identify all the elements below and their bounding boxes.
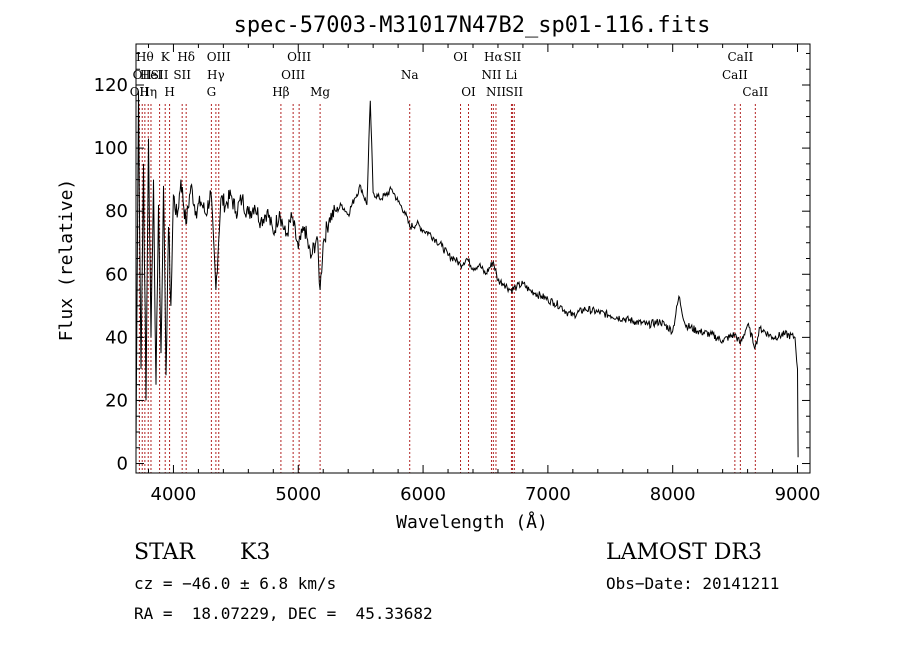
line-label: CaII [727, 50, 753, 64]
object-class: STAR [134, 540, 195, 565]
y-tick-label: 60 [105, 264, 128, 285]
line-label: OIII [207, 50, 231, 64]
x-tick-label: 7000 [525, 484, 571, 505]
y-axis-label: Flux (relative) [56, 179, 77, 342]
object-subclass: K3 [240, 540, 271, 565]
line-label: CaII [742, 85, 768, 99]
line-label: SII [151, 68, 169, 82]
line-label: Na [401, 68, 419, 82]
line-label: HeI [140, 68, 163, 82]
x-tick-label: 8000 [650, 484, 696, 505]
survey-name: LAMOST DR3 [606, 540, 762, 565]
y-tick-label: 40 [105, 327, 128, 348]
line-label: CaII [722, 68, 748, 82]
y-tick-label: 0 [117, 454, 128, 475]
line-label: OII [133, 68, 153, 82]
y-tick-label: 100 [94, 138, 128, 159]
x-axis: 4000 5000 6000 7000 8000 9000 [147, 44, 821, 505]
x-tick-label: 4000 [151, 484, 197, 505]
line-label: G [207, 85, 217, 99]
spectrum-line [135, 91, 799, 458]
coordinates: RA = 18.07229, DEC = 45.33682 [134, 604, 433, 623]
y-axis: 0 20 40 60 80 100 120 [94, 52, 810, 475]
chart-title: spec-57003-M31017N47B2_sp01-116.fits [234, 13, 711, 38]
x-tick-label: 5000 [275, 484, 321, 505]
line-label: OI [453, 50, 468, 64]
line-label: H [164, 85, 174, 99]
line-label: NII [481, 68, 501, 82]
line-label: Hα [484, 50, 503, 64]
line-label: K [161, 50, 171, 64]
x-tick-label: 6000 [400, 484, 446, 505]
line-label: OIII [281, 68, 305, 82]
line-label: Hγ [207, 68, 225, 82]
line-label: OII [130, 85, 150, 99]
spectral-line-markers [138, 104, 756, 473]
y-tick-label: 20 [105, 390, 128, 411]
redshift-text: cz = −46.0 ± 6.8 km/s [134, 574, 337, 593]
line-label: NII [486, 85, 506, 99]
y-tick-label: 120 [94, 75, 128, 96]
y-tick-label: 80 [105, 201, 128, 222]
line-label: OI [461, 85, 476, 99]
line-label: SII [173, 68, 191, 82]
line-label: Mg [310, 85, 330, 99]
spectral-line-labels: OIIOIIHθHηHeISIIKHSIIHδGHγOIIIHβOIIIOIII… [130, 50, 769, 99]
line-label: OIII [287, 50, 311, 64]
line-label: SII [505, 85, 523, 99]
x-tick-label: 9000 [775, 484, 821, 505]
obs-date: Obs−Date: 20141211 [606, 574, 780, 593]
line-label: Hβ [272, 85, 289, 99]
line-label: Li [506, 68, 518, 82]
line-label: Hδ [177, 50, 195, 64]
line-label: Hη [139, 85, 157, 99]
line-label: SII [504, 50, 522, 64]
plot-frame [135, 43, 811, 474]
x-axis-label: Wavelength (Å) [396, 511, 548, 533]
line-label: Hθ [136, 50, 154, 64]
